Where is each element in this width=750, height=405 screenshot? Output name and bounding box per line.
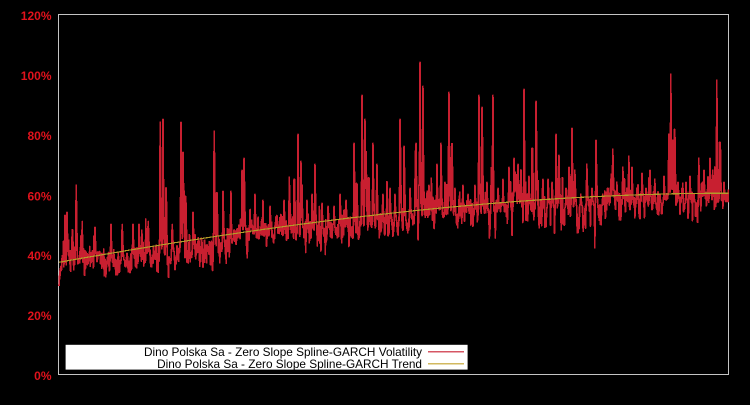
svg-text:40%: 40% bbox=[27, 249, 51, 263]
svg-text:120%: 120% bbox=[21, 9, 52, 23]
svg-text:0%: 0% bbox=[34, 369, 52, 383]
svg-text:100%: 100% bbox=[21, 69, 52, 83]
svg-text:80%: 80% bbox=[27, 129, 51, 143]
svg-text:Dino Polska Sa - Zero Slope Sp: Dino Polska Sa - Zero Slope Spline-GARCH… bbox=[144, 345, 422, 359]
svg-text:20%: 20% bbox=[27, 309, 51, 323]
svg-text:60%: 60% bbox=[27, 189, 51, 203]
svg-text:Dino Polska Sa - Zero Slope Sp: Dino Polska Sa - Zero Slope Spline-GARCH… bbox=[157, 357, 422, 371]
